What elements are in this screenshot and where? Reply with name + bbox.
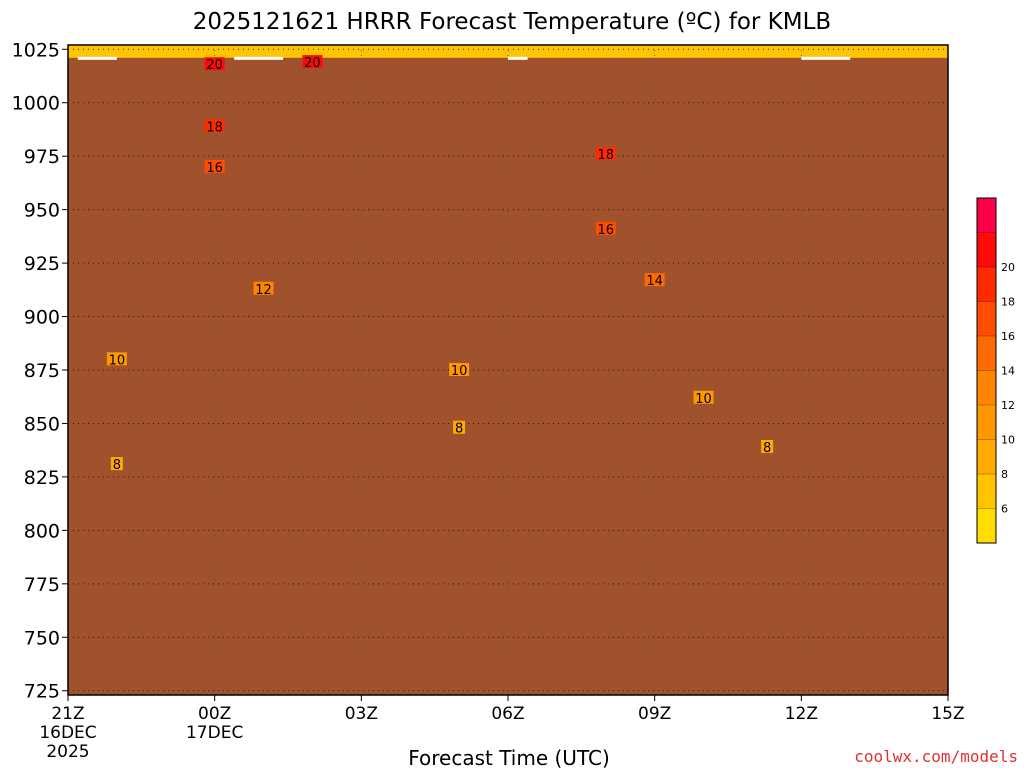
colorbar-swatch	[977, 198, 996, 233]
colorbar-label: 20	[1001, 261, 1015, 274]
colorbar-swatch	[977, 508, 996, 543]
contour-label-text: 16	[598, 223, 615, 238]
ground-fill	[68, 57, 948, 695]
contour-label-8: 16	[204, 159, 225, 176]
ground-gap-4	[801, 56, 851, 60]
y-axis: 725 750 775 800 825 850 875 900 925 950 975 1000 102…	[12, 39, 68, 703]
chart-title: 2025121621 HRRR Forecast Temperature (ºC…	[193, 9, 831, 35]
contour-label-11: 18	[595, 147, 616, 163]
colorbar-swatch	[977, 301, 996, 336]
x-tick-label: 21Z	[51, 704, 84, 724]
x-tick-date: 17DEC	[186, 723, 243, 743]
y-tick-label: 875	[24, 360, 60, 382]
x-tick-date: 16DEC	[39, 723, 96, 743]
contour-label-bg	[253, 281, 274, 295]
contour-label-text: 10	[109, 353, 126, 368]
ground-gap-2	[263, 56, 284, 60]
x-tick-year: 2025	[46, 742, 89, 762]
x-tick-label: 06Z	[491, 704, 524, 724]
y-tick-label: 1000	[12, 93, 60, 115]
plot-area: 8 8 8 10 10 10 12 14 16 16 18 18 20 20	[67, 44, 949, 696]
colorbar-swatch	[977, 405, 996, 440]
contour-label-text: 10	[451, 364, 468, 379]
contour-label-text: 18	[206, 120, 223, 135]
contour-label-text: 12	[255, 283, 272, 298]
contour-label-13: 20	[302, 55, 323, 71]
contour-label-text: 16	[206, 161, 223, 176]
contour-label-2: 8	[761, 439, 774, 456]
colorbar: 6 8 10 12 14 16 18 20	[976, 197, 1015, 544]
y-tick-label: 975	[24, 146, 60, 168]
contour-label-text: 20	[206, 58, 223, 73]
y-tick-label: 925	[24, 253, 60, 275]
colorbar-label: 16	[1001, 330, 1015, 343]
colorbar-swatch	[977, 336, 996, 371]
ground-gap-3	[508, 56, 528, 60]
contour-label-3: 10	[106, 352, 127, 368]
y-tick-label: 900	[24, 307, 60, 329]
ground-gap-1	[234, 56, 264, 60]
contour-label-bg	[204, 57, 225, 71]
contour-label-9: 16	[595, 221, 616, 238]
credit-text: coolwx.com/models	[854, 747, 1018, 766]
x-tick-label: 15Z	[931, 704, 964, 724]
contour-label-text: 14	[646, 274, 663, 289]
ground-gap-0	[77, 56, 117, 60]
colorbar-label: 6	[1001, 503, 1008, 516]
contour-label-1: 8	[453, 420, 466, 437]
colorbar-label: 18	[1001, 296, 1015, 309]
contour-label-4: 10	[449, 363, 470, 379]
y-tick-label: 1025	[12, 39, 60, 61]
y-tick-label: 950	[24, 200, 60, 222]
contour-label-bg	[204, 119, 225, 133]
y-tick-label: 725	[24, 681, 60, 703]
contour-label-bg	[644, 273, 665, 287]
y-tick-label: 750	[24, 627, 60, 649]
colorbar-label: 14	[1001, 365, 1015, 378]
contour-label-7: 14	[644, 273, 665, 289]
colorbar-label: 8	[1001, 468, 1008, 481]
x-tick-label: 00Z	[198, 704, 231, 724]
y-tick-label: 850	[24, 413, 60, 435]
contour-label-bg	[302, 55, 323, 69]
contour-label-5: 10	[693, 390, 714, 407]
contour-label-text: 18	[598, 148, 615, 163]
colorbar-swatch	[977, 370, 996, 405]
x-tick-label: 03Z	[345, 704, 378, 724]
contour-label-bg	[449, 363, 470, 376]
contour-label-text: 10	[695, 392, 712, 407]
contour-label-0: 8	[110, 457, 123, 473]
contour-label-text: 8	[455, 422, 463, 437]
y-tick-label: 825	[24, 467, 60, 489]
x-tick-label: 12Z	[785, 704, 818, 724]
colorbar-swatch	[977, 474, 996, 509]
contour-label-10: 18	[204, 119, 225, 135]
colorbar-swatch	[977, 267, 996, 302]
contour-label-bg	[453, 420, 466, 434]
x-axis-label: Forecast Time (UTC)	[408, 746, 610, 768]
y-tick-label: 775	[24, 574, 60, 596]
contour-label-text: 8	[113, 458, 121, 473]
contour-label-12: 20	[204, 57, 225, 73]
contour-label-bg	[204, 159, 225, 173]
colorbar-swatch	[977, 232, 996, 267]
contour-label-bg	[110, 457, 123, 471]
colorbar-label: 12	[1001, 399, 1015, 412]
contour-label-bg	[595, 147, 616, 161]
x-tick-label: 09Z	[638, 704, 671, 724]
colorbar-label: 10	[1001, 434, 1015, 447]
contour-label-text: 20	[304, 56, 321, 71]
y-tick-label: 800	[24, 520, 60, 542]
contour-label-text: 8	[763, 441, 771, 456]
colorbar-frame	[976, 197, 997, 544]
contour-label-bg	[595, 221, 616, 235]
contour-label-bg	[761, 439, 774, 453]
contour-label-bg	[106, 352, 127, 366]
contour-label-bg	[693, 390, 714, 404]
colorbar-swatch	[977, 439, 996, 474]
contour-label-6: 12	[253, 281, 274, 298]
